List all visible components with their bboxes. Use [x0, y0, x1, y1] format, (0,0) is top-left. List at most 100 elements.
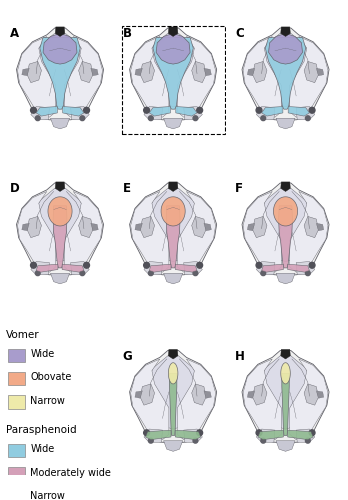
- Polygon shape: [64, 192, 103, 272]
- Polygon shape: [147, 188, 200, 262]
- Polygon shape: [288, 106, 309, 116]
- Polygon shape: [281, 182, 290, 192]
- Circle shape: [261, 271, 266, 276]
- Polygon shape: [144, 429, 163, 442]
- Polygon shape: [177, 192, 215, 272]
- Circle shape: [306, 438, 310, 443]
- Polygon shape: [296, 262, 315, 275]
- Polygon shape: [290, 192, 328, 272]
- Circle shape: [306, 271, 310, 276]
- Polygon shape: [164, 118, 183, 129]
- Text: Wide: Wide: [30, 444, 54, 454]
- Polygon shape: [259, 188, 312, 262]
- Polygon shape: [55, 182, 65, 192]
- Polygon shape: [48, 197, 72, 226]
- Polygon shape: [177, 359, 215, 440]
- Polygon shape: [145, 430, 171, 440]
- Polygon shape: [144, 106, 163, 120]
- Circle shape: [193, 438, 198, 443]
- Polygon shape: [91, 68, 98, 76]
- Circle shape: [261, 116, 266, 120]
- Polygon shape: [304, 384, 318, 405]
- Polygon shape: [176, 106, 197, 116]
- Polygon shape: [168, 350, 178, 359]
- Polygon shape: [71, 106, 89, 120]
- Circle shape: [144, 108, 150, 113]
- Polygon shape: [259, 356, 312, 429]
- Polygon shape: [153, 38, 193, 109]
- Polygon shape: [164, 440, 183, 452]
- Polygon shape: [79, 62, 93, 82]
- Polygon shape: [296, 106, 315, 120]
- Text: F: F: [235, 182, 243, 196]
- Circle shape: [256, 262, 262, 268]
- Polygon shape: [258, 430, 283, 440]
- Polygon shape: [135, 68, 142, 76]
- Polygon shape: [262, 106, 283, 116]
- Polygon shape: [50, 273, 70, 284]
- Polygon shape: [168, 27, 178, 36]
- Circle shape: [80, 271, 85, 276]
- Polygon shape: [175, 430, 201, 440]
- Polygon shape: [91, 224, 98, 231]
- Polygon shape: [22, 68, 29, 76]
- Polygon shape: [50, 118, 70, 129]
- Polygon shape: [256, 262, 275, 275]
- Polygon shape: [36, 106, 57, 116]
- Polygon shape: [242, 183, 329, 275]
- Polygon shape: [16, 28, 104, 120]
- Circle shape: [306, 116, 310, 120]
- Polygon shape: [31, 106, 49, 120]
- Polygon shape: [276, 118, 295, 129]
- Polygon shape: [256, 429, 275, 442]
- Polygon shape: [243, 192, 281, 272]
- Polygon shape: [168, 182, 178, 192]
- Polygon shape: [140, 384, 155, 405]
- FancyBboxPatch shape: [8, 467, 25, 480]
- Polygon shape: [192, 62, 206, 82]
- Polygon shape: [147, 34, 200, 106]
- Circle shape: [256, 108, 262, 113]
- Polygon shape: [147, 356, 200, 429]
- Polygon shape: [169, 374, 177, 436]
- Polygon shape: [129, 183, 217, 275]
- Polygon shape: [40, 38, 80, 109]
- Text: Vomer: Vomer: [6, 330, 39, 340]
- Polygon shape: [177, 36, 215, 117]
- Polygon shape: [288, 430, 313, 440]
- Circle shape: [35, 271, 40, 276]
- Polygon shape: [266, 38, 306, 109]
- Circle shape: [197, 430, 203, 436]
- Polygon shape: [22, 224, 29, 231]
- Polygon shape: [281, 362, 290, 384]
- Polygon shape: [316, 391, 324, 398]
- Text: C: C: [235, 28, 244, 40]
- Polygon shape: [242, 350, 329, 442]
- Text: H: H: [235, 350, 245, 363]
- Text: Narrow: Narrow: [30, 396, 65, 406]
- Polygon shape: [149, 264, 171, 272]
- Text: D: D: [10, 182, 19, 196]
- Polygon shape: [274, 197, 298, 226]
- Polygon shape: [164, 273, 183, 284]
- Polygon shape: [204, 68, 211, 76]
- Circle shape: [84, 262, 89, 268]
- Polygon shape: [247, 68, 255, 76]
- Circle shape: [197, 262, 203, 268]
- Polygon shape: [242, 28, 329, 120]
- Text: Parasphenoid: Parasphenoid: [6, 425, 76, 435]
- Circle shape: [197, 108, 203, 113]
- Polygon shape: [281, 350, 290, 359]
- Polygon shape: [316, 68, 324, 76]
- Polygon shape: [79, 216, 93, 238]
- Circle shape: [193, 271, 198, 276]
- Text: B: B: [123, 28, 132, 40]
- FancyBboxPatch shape: [8, 372, 25, 386]
- Polygon shape: [184, 106, 202, 120]
- Text: Narrow: Narrow: [30, 491, 65, 500]
- Polygon shape: [184, 429, 202, 442]
- Circle shape: [35, 116, 40, 120]
- Polygon shape: [184, 262, 202, 275]
- Polygon shape: [290, 359, 328, 440]
- FancyBboxPatch shape: [8, 395, 25, 408]
